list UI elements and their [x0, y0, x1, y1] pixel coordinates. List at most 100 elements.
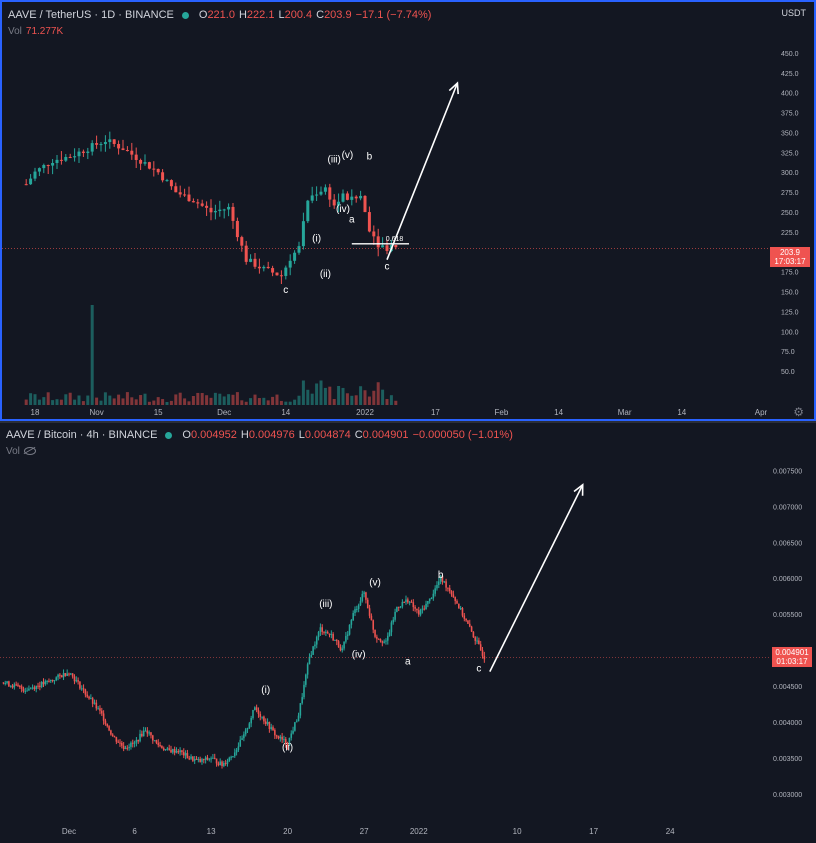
candle-body — [162, 748, 165, 750]
volume-bar — [354, 395, 358, 405]
candle-body — [95, 143, 99, 145]
candle-body — [356, 608, 358, 610]
candle-body — [232, 756, 234, 758]
candle-body — [452, 594, 455, 598]
candle-body — [341, 193, 345, 202]
candle-body — [330, 634, 333, 636]
chart-canvas-btc[interactable]: 0.007500 0.007000 0.006500 0.006000 0.005500… — [0, 423, 816, 843]
candle-body — [323, 631, 325, 633]
x-tick-label: 17 — [589, 827, 598, 836]
candle-body — [150, 732, 152, 736]
x-tick-label: 2022 — [410, 827, 428, 836]
candle-body — [161, 745, 163, 749]
candle-body — [255, 707, 258, 711]
candle-body — [233, 752, 236, 757]
volume-bar — [293, 399, 297, 405]
y-tick-label: 275.0 — [781, 190, 799, 197]
candle-body — [44, 681, 47, 685]
chart-pane-btc[interactable]: 0.007500 0.007000 0.006500 0.006000 0.005500… — [0, 423, 816, 843]
hidden-eye-icon[interactable] — [23, 447, 36, 456]
candle-body — [403, 601, 405, 603]
volume-bar — [288, 401, 292, 405]
volume-bar — [385, 399, 389, 405]
volume-bar — [134, 399, 138, 405]
candle-body — [33, 171, 37, 179]
candle-body — [55, 677, 58, 681]
price-tag-timer: 17:03:17 — [774, 257, 806, 266]
wave-label: (iii) — [319, 599, 332, 610]
candle-body — [168, 748, 170, 750]
symbol-label[interactable]: AAVE / TetherUS · 1D · BINANCE — [8, 9, 174, 21]
candle-body — [328, 633, 331, 635]
candle-body — [465, 618, 467, 621]
candle-body — [235, 749, 238, 753]
candle-body — [100, 710, 103, 714]
candle-body — [430, 598, 433, 600]
candle-body — [370, 615, 373, 621]
candle-body — [439, 575, 442, 582]
volume-bar — [389, 395, 393, 405]
candle-body — [335, 639, 338, 642]
candle-body — [161, 172, 165, 181]
candle-body — [476, 640, 478, 642]
candle-body — [153, 740, 156, 742]
candle-body — [193, 758, 196, 761]
volume-bar — [196, 392, 200, 405]
volume-bar — [218, 393, 222, 405]
candle-body — [148, 732, 150, 734]
low-key: L — [278, 9, 285, 21]
candle-body — [345, 193, 349, 200]
candle-body — [325, 631, 327, 633]
candle-body — [64, 673, 67, 676]
candle-body — [470, 626, 473, 632]
candle-body — [205, 205, 209, 208]
x-tick-label: Apr — [755, 408, 768, 417]
currency-label[interactable]: USDT — [781, 8, 807, 18]
candle-body — [310, 654, 313, 657]
candle-body — [144, 730, 147, 732]
wave-label: a — [405, 656, 411, 667]
wave-label: (ii) — [282, 743, 293, 754]
chart-canvas-usdt[interactable]: 450.0 425.0 400.0 375.0 350.0 325.0 300.0 275.0… — [2, 2, 816, 423]
candle-body — [77, 151, 81, 157]
candle-body — [73, 676, 76, 682]
candle-body — [124, 747, 127, 749]
pane-separator[interactable] — [0, 421, 816, 423]
candle-body — [257, 266, 261, 269]
y-tick-label: 150.0 — [781, 290, 799, 297]
y-tick-label: 175.0 — [781, 270, 799, 277]
candle-body — [201, 759, 203, 762]
volume-bar — [64, 394, 68, 405]
chart-pane-usdt[interactable]: 450.0 425.0 400.0 375.0 350.0 325.0 300.0 275.0… — [0, 0, 816, 421]
candle-body — [186, 753, 189, 759]
volume-bar — [359, 386, 363, 405]
candle-body — [467, 620, 469, 624]
candle-body — [110, 730, 112, 735]
candle-body — [412, 602, 415, 608]
volume-bar — [200, 393, 204, 405]
candle-body — [428, 598, 431, 602]
candle-body — [102, 713, 105, 721]
symbol-label[interactable]: AAVE / Bitcoin · 4h · BINANCE — [6, 429, 158, 441]
candle-body — [286, 743, 289, 747]
candle-body — [346, 634, 349, 637]
volume-bar — [341, 387, 345, 405]
volume-bar — [328, 386, 332, 405]
candle-body — [306, 664, 309, 675]
candle-body — [341, 648, 344, 651]
candle-body — [80, 688, 83, 690]
low-key: L — [298, 429, 305, 441]
candle-body — [99, 708, 101, 711]
candle-body — [244, 245, 248, 262]
volume-bar — [257, 398, 261, 405]
gear-icon[interactable]: ⚙ — [793, 405, 804, 419]
candle-body — [294, 722, 296, 731]
volume-bar — [55, 399, 59, 405]
candle-body — [53, 680, 56, 682]
candle-body — [237, 746, 240, 750]
candle-body — [277, 735, 280, 739]
volume-bar — [37, 399, 41, 405]
candle-body — [106, 723, 109, 727]
projection-arrow-line — [489, 484, 584, 672]
candle-body — [367, 212, 371, 232]
